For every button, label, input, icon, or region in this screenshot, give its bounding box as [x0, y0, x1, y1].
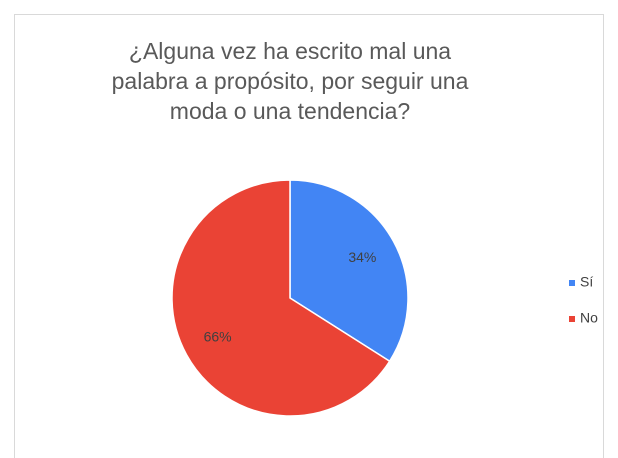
data-label: 34%	[348, 249, 376, 265]
legend-swatch	[569, 316, 575, 322]
legend-label: No	[580, 310, 598, 326]
legend-label: Sí	[580, 274, 593, 290]
data-label: 66%	[204, 328, 232, 344]
chart-title: ¿Alguna vez ha escrito mal una palabra a…	[111, 38, 469, 124]
pie-slice	[171, 179, 391, 417]
legend-swatch	[569, 280, 575, 286]
chart-frame	[14, 14, 604, 458]
